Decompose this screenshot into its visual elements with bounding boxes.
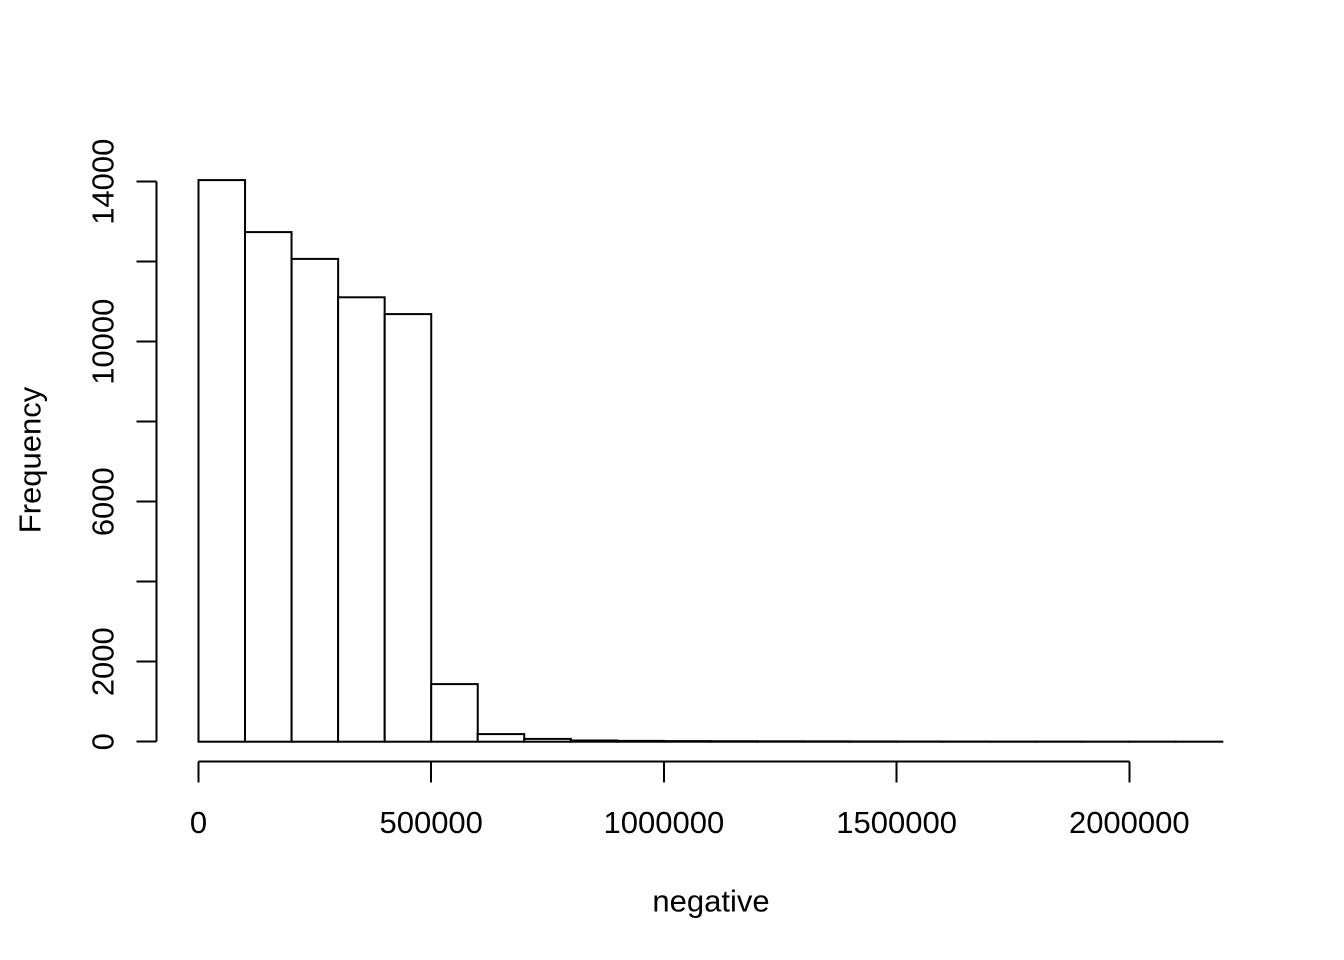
histogram-bar bbox=[616, 739, 665, 743]
histogram-bar bbox=[337, 296, 386, 743]
y-tick-label: 6000 bbox=[86, 467, 121, 536]
histogram-bar bbox=[383, 313, 433, 743]
y-tick-label: 10000 bbox=[86, 299, 121, 385]
histogram-bar bbox=[197, 179, 247, 743]
x-tick-label: 1000000 bbox=[604, 805, 725, 840]
histogram-bar bbox=[662, 740, 712, 743]
histogram-bar bbox=[430, 683, 479, 743]
histogram-bar bbox=[244, 231, 293, 743]
histogram-bar bbox=[569, 739, 619, 743]
x-tick-label: 2000000 bbox=[1069, 805, 1190, 840]
histogram-bar bbox=[523, 737, 572, 743]
y-tick-label: 2000 bbox=[86, 627, 121, 696]
x-axis-label: negative bbox=[652, 883, 770, 919]
histogram-bar bbox=[476, 733, 526, 743]
y-axis-label: Frequency bbox=[12, 386, 48, 534]
y-tick-label: 0 bbox=[86, 733, 121, 750]
x-tick-label: 0 bbox=[190, 805, 207, 840]
y-tick-label: 14000 bbox=[86, 139, 121, 225]
histogram-bar bbox=[290, 257, 340, 743]
x-tick-label: 1500000 bbox=[836, 805, 957, 840]
x-tick-label: 500000 bbox=[379, 805, 482, 840]
